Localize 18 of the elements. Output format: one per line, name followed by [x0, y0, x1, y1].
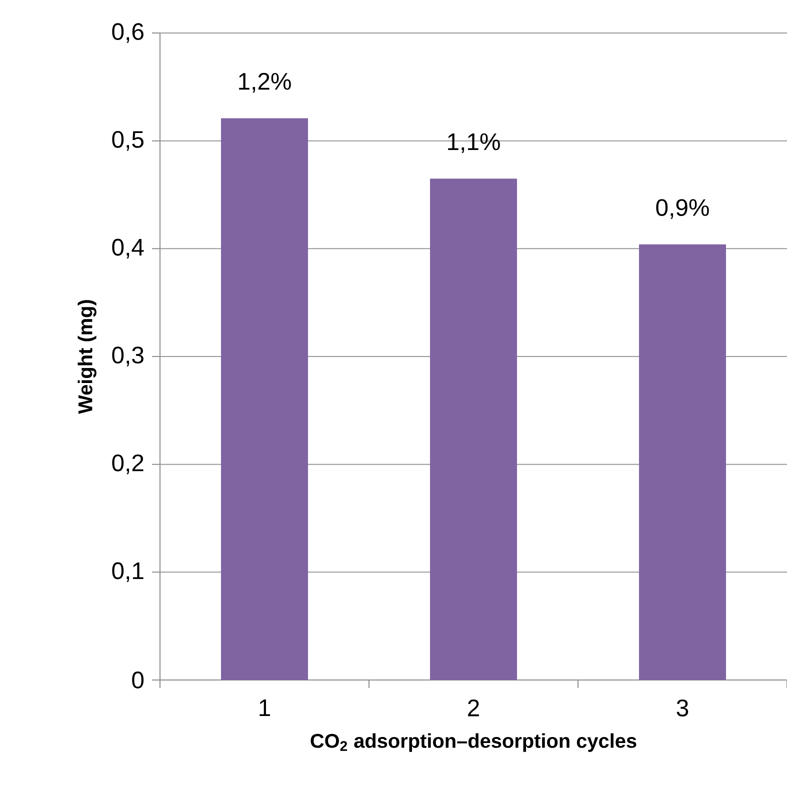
x-tick-label: 1	[260, 700, 270, 716]
y-tick-label: 0,2	[112, 454, 144, 474]
y-tick-label: 0,1	[112, 562, 144, 582]
y-tick-label: 0,4	[112, 238, 144, 259]
x-tick-label: 2	[468, 700, 479, 716]
annotation: 0,9%	[656, 199, 709, 219]
bar	[221, 118, 308, 680]
y-tick-label: 0	[132, 672, 144, 688]
bar	[639, 244, 726, 680]
y-tick-label: 0,5	[112, 130, 144, 151]
bar	[430, 178, 518, 680]
x-axis-title: CO$_{2}$ adsorption–desorption cycles	[310, 733, 636, 752]
y-tick-label: 0,6	[112, 23, 144, 43]
annotation: 1,1%	[448, 133, 500, 154]
y-tick-label: 0,3	[112, 346, 144, 366]
y-axis-title: Weight (mg)	[78, 300, 96, 414]
annotation: 1,2%	[239, 72, 291, 93]
x-tick-label: 3	[676, 700, 688, 716]
